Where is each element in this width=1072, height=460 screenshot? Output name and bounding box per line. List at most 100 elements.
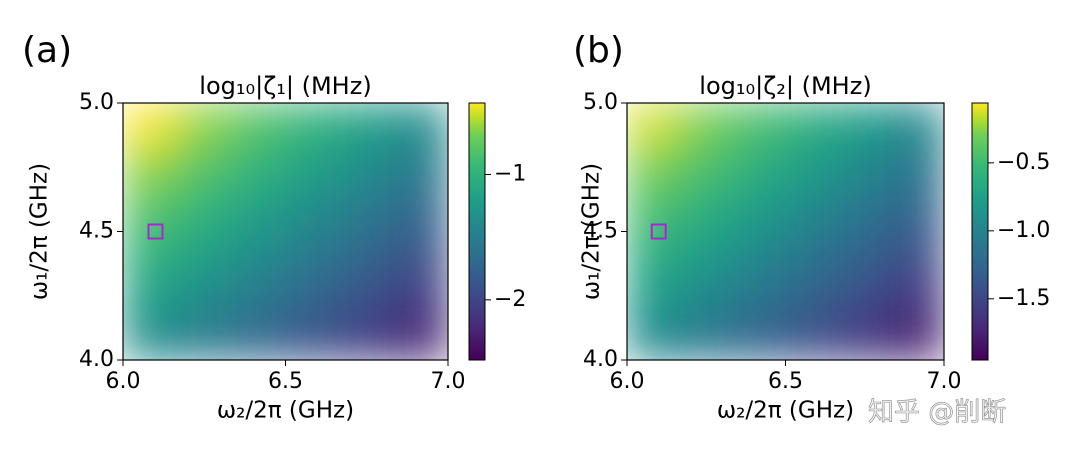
heatmap-cell (123, 103, 178, 147)
heatmap-cell (339, 231, 395, 275)
x-tick-label: 7.0 (431, 369, 466, 394)
heatmap-cell (627, 273, 681, 318)
x-axis-label: ω₂/2π (GHz) (717, 398, 854, 424)
y-tick-label: 4.0 (79, 347, 114, 372)
heatmap-cell (123, 145, 178, 190)
heatmap-cell (732, 145, 786, 190)
heatmap-cell (393, 188, 448, 232)
panel-label: (a) (22, 30, 72, 71)
heatmap-cell (732, 103, 786, 147)
heatmap-cell (176, 316, 232, 360)
x-tick-label: 7.0 (927, 369, 962, 394)
colorbar (971, 102, 989, 361)
heatmap-cell (785, 231, 839, 275)
heatmap-area (123, 103, 448, 360)
heatmap-cell (230, 273, 286, 318)
heatmap-cell (837, 316, 892, 360)
x-tick-label: 6.5 (268, 369, 303, 394)
heatmap-cell (176, 188, 232, 232)
watermark: 知乎 @削断 (868, 398, 1006, 428)
y-tick-label: 4.0 (583, 347, 618, 372)
heatmap-cell (230, 188, 286, 232)
heatmap-cell (890, 316, 944, 360)
heatmap-cell (837, 188, 892, 232)
heatmap-cell (339, 273, 395, 318)
heatmap-cell (393, 103, 448, 147)
heatmap-cell (627, 145, 681, 190)
heatmap-cell (890, 188, 944, 232)
heatmap-cell (890, 145, 944, 190)
heatmap-cell (785, 188, 839, 232)
y-tick-label: 4.5 (583, 219, 618, 244)
heatmap-cell (627, 103, 681, 147)
heatmap-cell (285, 316, 341, 360)
heatmap-cell (176, 273, 232, 318)
heatmap-cell (123, 316, 178, 360)
heatmap-cell (230, 103, 286, 147)
heatmap-cell (837, 103, 892, 147)
y-tick-label: 4.5 (79, 219, 114, 244)
heatmap-cell (230, 145, 286, 190)
colorbar-tick-label: −1 (494, 161, 526, 186)
heatmap-cell (285, 273, 341, 318)
colorbar (468, 102, 486, 361)
heatmap-cell (679, 188, 734, 232)
heatmap-cell (890, 231, 944, 275)
colorbar-tick-label: −1.5 (997, 286, 1050, 311)
heatmap-cell (339, 103, 395, 147)
heatmap-cell (393, 231, 448, 275)
heatmap-cells (627, 103, 944, 360)
heatmap-cells (123, 103, 448, 360)
heatmap-cell (285, 103, 341, 147)
marker (650, 223, 667, 240)
heatmap-cell (679, 145, 734, 190)
heatmap-cell (732, 231, 786, 275)
heatmap-cell (785, 145, 839, 190)
y-axis-label: ω₁/2π (GHz) (579, 163, 605, 300)
heatmap-cell (393, 145, 448, 190)
heatmap-cell (123, 273, 178, 318)
y-tick-label: 5.0 (79, 90, 114, 115)
heatmap-cell (732, 188, 786, 232)
heatmap-cell (176, 145, 232, 190)
colorbar-tick-label: −1.0 (997, 218, 1050, 243)
panel-label: (b) (573, 30, 624, 71)
heatmap-cell (339, 316, 395, 360)
heatmap-cell (339, 188, 395, 232)
heatmap-cell (679, 316, 734, 360)
heatmap-cell (285, 231, 341, 275)
heatmap-cell (230, 316, 286, 360)
heatmap-cell (393, 316, 448, 360)
heatmap-cell (732, 273, 786, 318)
heatmap-cell (837, 231, 892, 275)
x-tick-label: 6.0 (106, 369, 141, 394)
heatmap-cell (285, 188, 341, 232)
colorbar-tick-label: −0.5 (997, 150, 1050, 175)
x-tick-label: 6.0 (610, 369, 645, 394)
y-axis-label: ω₁/2π (GHz) (27, 163, 53, 300)
chart-title: log₁₀|ζ₂| (MHz) (699, 72, 871, 100)
x-axis-label: ω₂/2π (GHz) (217, 398, 354, 424)
heatmap-area (627, 103, 944, 360)
heatmap-cell (732, 316, 786, 360)
heatmap-cell (339, 145, 395, 190)
heatmap-cell (230, 231, 286, 275)
heatmap-cell (679, 231, 734, 275)
colorbar-tick-label: −2 (494, 287, 526, 312)
chart-title: log₁₀|ζ₁| (MHz) (199, 72, 371, 100)
heatmap-cell (837, 273, 892, 318)
heatmap-cell (393, 273, 448, 318)
marker (147, 223, 164, 240)
heatmap-cell (679, 103, 734, 147)
heatmap-cell (785, 273, 839, 318)
y-tick-label: 5.0 (583, 90, 618, 115)
heatmap-cell (285, 145, 341, 190)
heatmap-cell (679, 273, 734, 318)
heatmap-cell (785, 103, 839, 147)
heatmap-cell (890, 103, 944, 147)
heatmap-cell (890, 273, 944, 318)
x-tick-label: 6.5 (768, 369, 803, 394)
heatmap-cell (785, 316, 839, 360)
heatmap-cell (176, 103, 232, 147)
